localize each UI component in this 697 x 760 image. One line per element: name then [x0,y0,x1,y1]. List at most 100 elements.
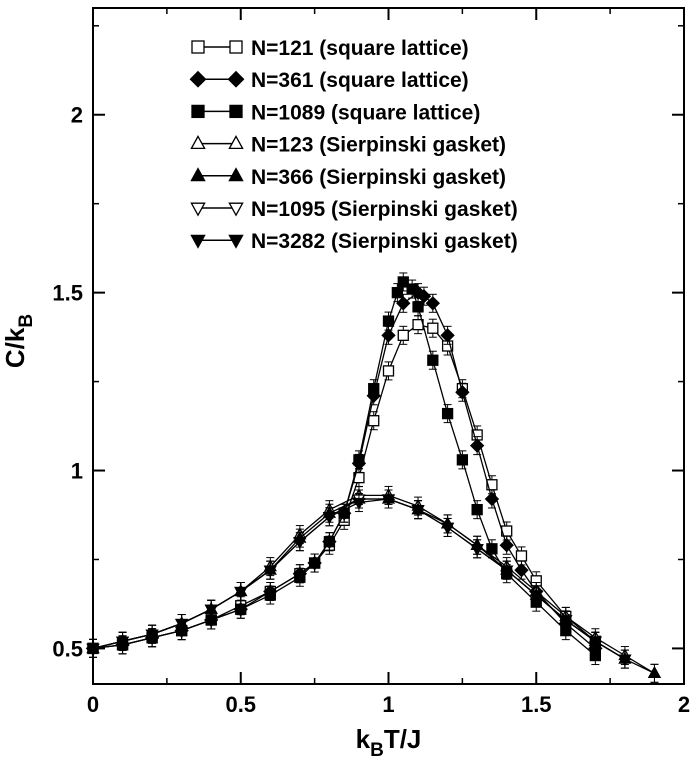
legend-item: N=3282 (Sierpinski gasket) [190,230,518,253]
data-point [352,497,366,510]
data-point [323,536,336,548]
x-axis-title: kBT/J [356,724,422,760]
series-2 [85,283,603,658]
legend: N=121 (square lattice) N=361 (square latt… [189,37,518,253]
data-point [441,407,454,420]
legend-marker [228,135,244,150]
data-point [115,636,130,649]
x-tick-label: 0 [87,692,99,717]
data-point [425,296,440,311]
x-axis-title-rest: T/J [384,724,422,754]
legend-label: N=366 (Sierpinski gasket) [251,166,506,189]
data-point [322,512,336,525]
legend-marker [190,135,206,150]
data-point [406,283,418,295]
y-axis-title: C/kB [0,314,37,368]
y-tick-label: 1 [71,459,83,484]
y-axis-title-sub: B [16,314,37,328]
legend-marker [189,70,207,88]
x-tick-label: 1 [382,692,394,717]
legend-item: N=361 (square lattice) [189,69,469,92]
data-point [469,438,485,453]
series-line [92,498,655,674]
x-tick-label: 1.5 [521,692,552,717]
legend-marker [229,40,243,54]
legend-item: N=123 (Sierpinski gasket) [190,134,506,157]
data-point [647,665,662,678]
legend-marker [190,167,206,182]
data-point [294,571,306,583]
data-point [308,557,321,569]
legend-item: N=1089 (square lattice) [191,101,480,124]
y-tick-label: 0.5 [52,636,83,661]
data-point [456,454,469,466]
legend-marker [190,234,206,249]
data-point [411,505,425,518]
data-point [264,589,276,601]
series-4 [86,485,662,683]
data-point [470,544,484,557]
legend-marker [229,104,243,119]
legend-label: N=361 (square lattice) [251,69,469,92]
y-tick-label: 1.5 [52,281,83,306]
data-point [514,562,529,578]
axis-ticks: 0 0.5 1 1.5 2 0.5 1 1.5 2 [52,8,690,717]
data-point [235,603,247,615]
data-point [618,654,632,667]
series-6 [86,489,632,669]
data-point [368,383,380,395]
data-point [293,537,307,550]
data-point [440,328,455,343]
data-point [486,543,498,555]
data-point [397,329,409,341]
legend-marker [228,202,244,217]
x-tick-label: 0.5 [225,692,256,717]
data-point [382,315,395,327]
data-point [353,454,365,466]
data-point [484,491,500,507]
series-line [92,498,626,660]
legend-label: N=123 (Sierpinski gasket) [251,134,506,157]
y-tick-label: 2 [71,103,83,128]
series-line [92,281,596,656]
data-point [427,322,439,334]
data-point [412,301,424,313]
data-point [471,504,483,516]
data-point [529,590,543,603]
series-line [92,291,596,650]
data-point [368,415,380,427]
series-line [92,323,596,650]
series-7 [86,489,632,669]
legend-item: N=366 (Sierpinski gasket) [190,166,506,189]
series-5 [86,489,662,683]
data-point [397,276,409,288]
series-1 [87,315,601,658]
legend-label: N=121 (square lattice) [251,37,469,60]
data-point [455,385,470,400]
x-axis-title-main: k [356,724,371,754]
legend-item: N=1095 (Sierpinski gasket) [190,198,518,221]
data-point [263,565,277,578]
data-point [381,494,396,507]
data-point [500,565,514,578]
series-layer [85,272,662,683]
data-point [382,365,395,377]
data-point [416,289,432,304]
data-point [515,550,528,562]
series-line [92,494,655,674]
x-tick-label: 2 [678,692,690,717]
legend-marker [228,167,244,182]
y-axis-title-main: C/k [0,327,30,368]
legend-marker [190,202,206,217]
data-point [589,649,601,662]
data-point [559,615,573,628]
data-point [588,636,602,649]
legend-marker [191,104,205,119]
legend-marker [191,40,205,54]
data-point [175,618,189,631]
legend-marker [227,70,245,88]
data-point [499,538,514,553]
series-line [92,498,626,660]
data-point [427,354,439,366]
